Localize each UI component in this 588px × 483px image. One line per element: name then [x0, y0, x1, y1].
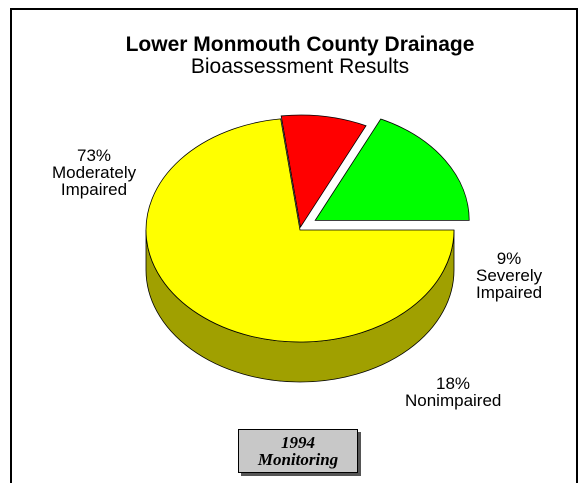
category-label: Severely Impaired: [476, 266, 543, 302]
slice: [280, 114, 367, 229]
category-label: Moderately Impaired: [52, 163, 137, 199]
value-label: 18%: [435, 374, 471, 393]
frame: [10, 8, 578, 483]
chart-title: Lower Monmouth County Drainage: [125, 33, 475, 56]
annotation: 1994 Monitoring: [257, 433, 339, 469]
value-label: 9%: [496, 249, 522, 268]
annotation-box: 1994 Monitoring: [238, 429, 358, 473]
chart-subtitle: Bioassessment Results: [190, 55, 410, 78]
slice: [145, 118, 455, 343]
value-label: 73%: [76, 146, 112, 165]
category-label: Nonimpaired: [405, 391, 502, 410]
slice: [314, 118, 470, 221]
